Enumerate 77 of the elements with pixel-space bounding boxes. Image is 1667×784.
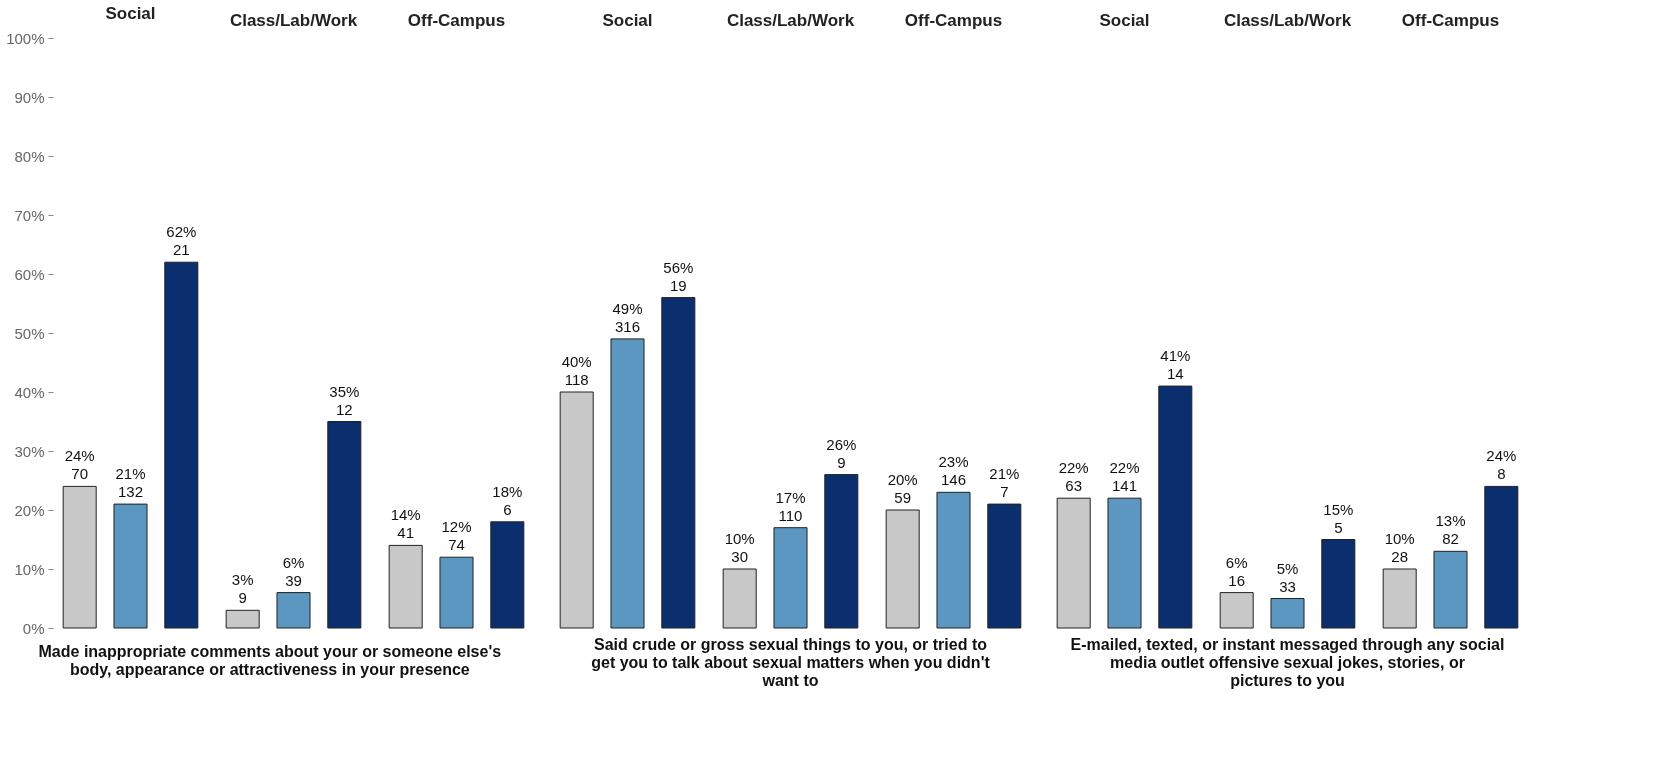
bar <box>824 474 859 629</box>
bar <box>1321 539 1356 629</box>
x-tick-label: Social <box>602 11 653 30</box>
text: 10% 30 <box>724 530 755 565</box>
text: 35% 12 <box>329 382 360 418</box>
bar <box>113 503 148 629</box>
x-tick-label: Social <box>1099 11 1150 30</box>
y-tick-label: 20% <box>14 501 45 519</box>
bar <box>773 527 808 629</box>
text: 18% 6 <box>492 482 523 518</box>
y-tick-label: 0% <box>22 619 45 637</box>
text: 14% 41 <box>390 506 421 542</box>
text: 49% 316 <box>612 299 643 335</box>
bar <box>1107 497 1142 629</box>
bar <box>1158 385 1193 629</box>
text: 5% 33 <box>1276 559 1299 595</box>
text: 41% 14 <box>1160 347 1191 383</box>
text: 6% 39 <box>282 553 305 589</box>
text: 23% 146 <box>938 453 969 489</box>
x-axis-title: Made inappropriate comments about your or someone else's body, appearance or attractiveness in your presence <box>38 643 502 678</box>
bar <box>164 261 199 629</box>
y-tick-label: 60% <box>14 265 45 283</box>
text: 3% 9 <box>231 571 254 607</box>
text: 20% 59 <box>887 471 918 506</box>
bar <box>610 338 645 629</box>
text: 56% 19 <box>663 258 694 294</box>
bar <box>559 391 594 629</box>
bar <box>388 544 423 629</box>
bar <box>276 592 311 629</box>
y-tick-label: 100% <box>6 29 45 47</box>
x-tick-label: Class/Lab/Work <box>726 11 855 30</box>
text: 15% 5 <box>1323 500 1354 536</box>
bar <box>1484 485 1519 629</box>
bar <box>1433 550 1468 629</box>
text: 21% 132 <box>115 465 146 501</box>
bar <box>987 503 1022 629</box>
x-tick-label: Off-Campus <box>1401 11 1500 30</box>
bar <box>936 491 971 629</box>
text: 6% 16 <box>1225 553 1248 589</box>
y-tick-label: 40% <box>14 383 45 401</box>
bar <box>722 568 757 629</box>
text: 62% 21 <box>166 223 197 259</box>
y-tick-label: 80% <box>14 147 45 165</box>
text: 22% 141 <box>1109 459 1140 495</box>
y-tick-label: 50% <box>14 324 45 342</box>
text: 26% 9 <box>826 435 857 471</box>
x-tick-label: Class/Lab/Work <box>1223 11 1352 30</box>
bar <box>1270 598 1305 629</box>
y-tick-label: 70% <box>14 206 45 224</box>
x-tick-label: Class/Lab/Work <box>229 11 358 30</box>
text: 24% 8 <box>1486 447 1517 483</box>
y-tick-label: 30% <box>14 442 45 460</box>
y-tick-label: 90% <box>14 88 45 106</box>
bar <box>885 509 920 629</box>
bar <box>327 421 362 629</box>
x-tick-label: Social <box>105 4 156 23</box>
bar <box>1219 592 1254 629</box>
text: 10% 28 <box>1384 530 1415 565</box>
bar <box>490 521 525 629</box>
text: 40% 118 <box>561 353 592 388</box>
text: 22% 63 <box>1058 459 1089 495</box>
text: 12% 74 <box>441 518 472 554</box>
x-axis-title: Said crude or gross sexual things to you, or tried to get you to talk about sexual matters when you didn't want to <box>591 635 991 689</box>
x-axis-title: E-mailed, texted, or instant messaged through any social media outlet offensive sexual jokes, stories, or pictures to you <box>1070 635 1505 689</box>
bar <box>225 609 260 629</box>
bar <box>439 556 474 629</box>
text: 13% 82 <box>1435 512 1466 548</box>
y-tick-label: 10% <box>14 560 45 578</box>
x-tick-label: Off-Campus <box>407 11 506 30</box>
x-tick-label: Off-Campus <box>904 11 1003 30</box>
text: 17% 110 <box>775 488 806 524</box>
text: 21% 7 <box>989 465 1020 501</box>
bar <box>1056 497 1091 629</box>
bar <box>661 297 696 629</box>
text: 24% 70 <box>64 447 95 483</box>
bar <box>1382 568 1417 629</box>
bar <box>62 485 97 629</box>
